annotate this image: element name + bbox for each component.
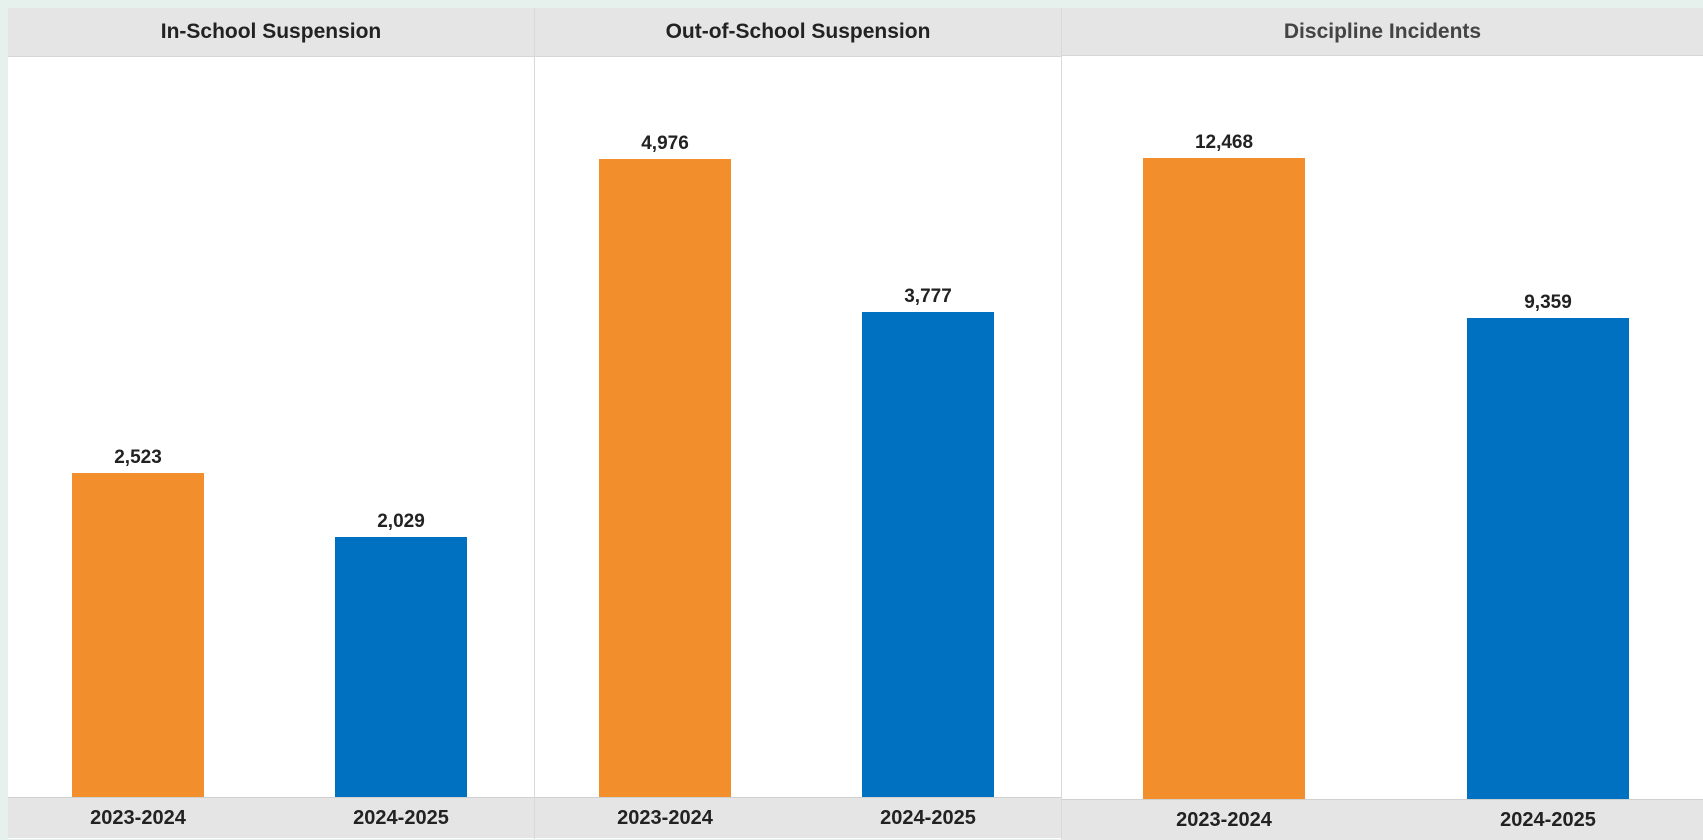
bar-value-label: 4,976	[641, 133, 689, 154]
bar-value-label: 3,777	[904, 286, 952, 307]
x-tick-label: 2023-2024	[1176, 808, 1272, 831]
x-tick-label: 2023-2024	[90, 806, 186, 829]
panel-discipline-incidents: Discipline Incidents 2023-2024 2024-2025…	[1062, 8, 1703, 840]
bar-2024-2025[interactable]	[335, 537, 467, 797]
bar-2023-2024[interactable]	[72, 473, 204, 797]
panel-title: Out-of-School Suspension	[535, 8, 1061, 57]
panel-out-of-school-suspension: Out-of-School Suspension 2023-2024 2024-…	[535, 8, 1062, 839]
panel-title: In-School Suspension	[8, 8, 534, 57]
bar-2024-2025[interactable]	[862, 312, 994, 797]
x-axis: 2023-2024 2024-2025	[1062, 799, 1703, 840]
dashboard: In-School Suspension 2023-2024 2024-2025…	[8, 8, 1703, 840]
x-tick-label: 2024-2025	[353, 806, 449, 829]
bar-value-label: 9,359	[1524, 292, 1572, 313]
x-axis: 2023-2024 2024-2025	[535, 797, 1061, 838]
bar-value-label: 2,029	[377, 511, 425, 532]
x-tick-label: 2024-2025	[1500, 808, 1596, 831]
panel-title: Discipline Incidents	[1062, 8, 1703, 56]
bar-2024-2025[interactable]	[1467, 318, 1629, 799]
x-tick-label: 2024-2025	[880, 806, 976, 829]
bar-value-label: 12,468	[1194, 132, 1254, 153]
bar-2023-2024[interactable]	[1143, 158, 1305, 799]
x-tick-label: 2023-2024	[617, 806, 713, 829]
panel-in-school-suspension: In-School Suspension 2023-2024 2024-2025…	[8, 8, 535, 839]
bar-value-label: 2,523	[114, 447, 162, 468]
x-axis: 2023-2024 2024-2025	[8, 797, 534, 838]
bar-2023-2024[interactable]	[599, 159, 731, 797]
